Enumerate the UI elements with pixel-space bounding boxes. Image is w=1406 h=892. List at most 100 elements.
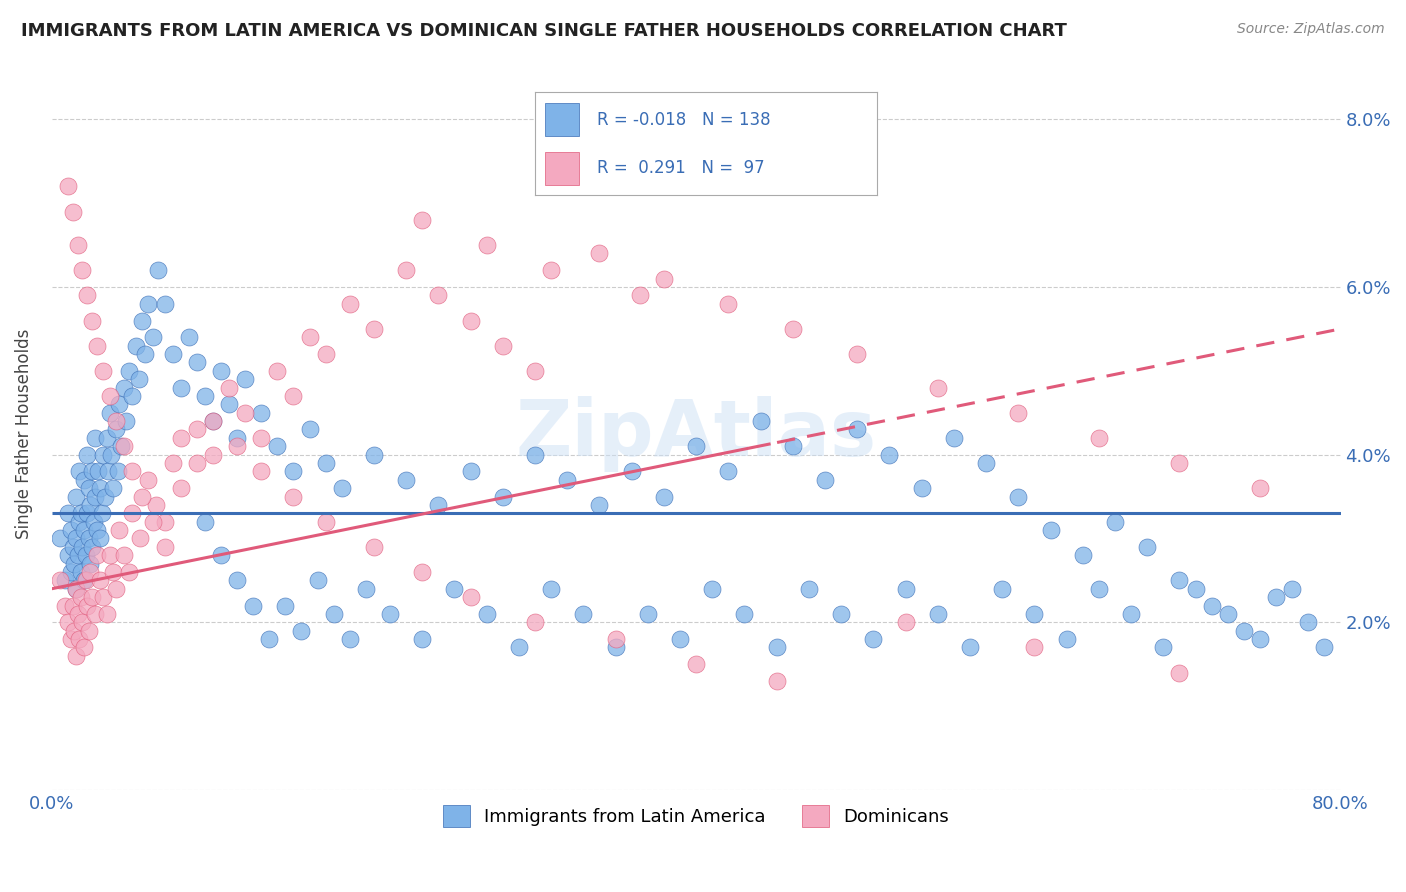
Point xyxy=(250,431,273,445)
Point xyxy=(1007,406,1029,420)
Point xyxy=(524,364,547,378)
Point xyxy=(77,532,100,546)
Point xyxy=(620,464,643,478)
Point xyxy=(1168,456,1191,470)
Point xyxy=(76,288,98,302)
Point xyxy=(1152,640,1174,655)
Point xyxy=(89,481,111,495)
Point xyxy=(79,557,101,571)
Point xyxy=(846,422,869,436)
Point xyxy=(118,364,141,378)
Point xyxy=(1184,582,1206,596)
Point xyxy=(298,330,321,344)
Point xyxy=(142,515,165,529)
Point xyxy=(97,464,120,478)
Point xyxy=(62,204,84,219)
Point xyxy=(363,322,385,336)
Point xyxy=(605,632,627,646)
Point xyxy=(1249,632,1271,646)
Point xyxy=(717,297,740,311)
Point xyxy=(685,439,707,453)
Point xyxy=(77,624,100,638)
Point xyxy=(475,238,498,252)
Point xyxy=(65,582,87,596)
Point xyxy=(138,473,160,487)
Point xyxy=(121,389,143,403)
Point xyxy=(66,238,89,252)
Point xyxy=(194,515,217,529)
Point xyxy=(782,439,804,453)
Point xyxy=(702,582,724,596)
Point xyxy=(98,406,121,420)
Point xyxy=(112,439,135,453)
Point xyxy=(717,464,740,478)
Point xyxy=(283,464,305,478)
Point xyxy=(1313,640,1336,655)
Point xyxy=(652,271,675,285)
Point xyxy=(84,607,107,621)
Point xyxy=(911,481,934,495)
Point xyxy=(628,288,651,302)
Point xyxy=(460,464,482,478)
Point xyxy=(257,632,280,646)
Point xyxy=(233,406,256,420)
Point xyxy=(209,548,232,562)
Point xyxy=(378,607,401,621)
Point xyxy=(354,582,377,596)
Point xyxy=(91,448,114,462)
Point xyxy=(846,347,869,361)
Point xyxy=(492,339,515,353)
Point xyxy=(1088,431,1111,445)
Point xyxy=(194,389,217,403)
Point xyxy=(80,590,103,604)
Point xyxy=(283,490,305,504)
Point xyxy=(69,506,91,520)
Point xyxy=(226,439,249,453)
Point xyxy=(927,381,949,395)
Point xyxy=(1119,607,1142,621)
Point xyxy=(121,464,143,478)
Point xyxy=(427,498,450,512)
Y-axis label: Single Father Households: Single Father Households xyxy=(15,328,32,539)
Point xyxy=(177,330,200,344)
Point xyxy=(1216,607,1239,621)
Point xyxy=(90,506,112,520)
Point xyxy=(1168,665,1191,680)
Point xyxy=(1056,632,1078,646)
Point xyxy=(121,506,143,520)
Point xyxy=(460,313,482,327)
Point xyxy=(153,540,176,554)
Point xyxy=(330,481,353,495)
Point xyxy=(1024,640,1046,655)
Point xyxy=(250,464,273,478)
Legend: Immigrants from Latin America, Dominicans: Immigrants from Latin America, Dominican… xyxy=(436,797,956,834)
Point xyxy=(56,615,79,630)
Point xyxy=(98,389,121,403)
Point xyxy=(830,607,852,621)
Point xyxy=(60,523,83,537)
Point xyxy=(131,490,153,504)
Point xyxy=(128,372,150,386)
Point xyxy=(63,624,86,638)
Point xyxy=(218,381,240,395)
Point xyxy=(1265,590,1288,604)
Point xyxy=(73,574,96,588)
Point xyxy=(1249,481,1271,495)
Point xyxy=(94,490,117,504)
Point xyxy=(75,548,97,562)
Point xyxy=(274,599,297,613)
Point xyxy=(72,615,94,630)
Point xyxy=(588,246,610,260)
Point xyxy=(765,640,787,655)
Point xyxy=(79,498,101,512)
Point xyxy=(77,481,100,495)
Point xyxy=(201,414,224,428)
Point xyxy=(124,339,146,353)
Point xyxy=(508,640,530,655)
Point xyxy=(814,473,837,487)
Point xyxy=(524,448,547,462)
Point xyxy=(1201,599,1223,613)
Point xyxy=(101,481,124,495)
Point xyxy=(1071,548,1094,562)
Point xyxy=(162,456,184,470)
